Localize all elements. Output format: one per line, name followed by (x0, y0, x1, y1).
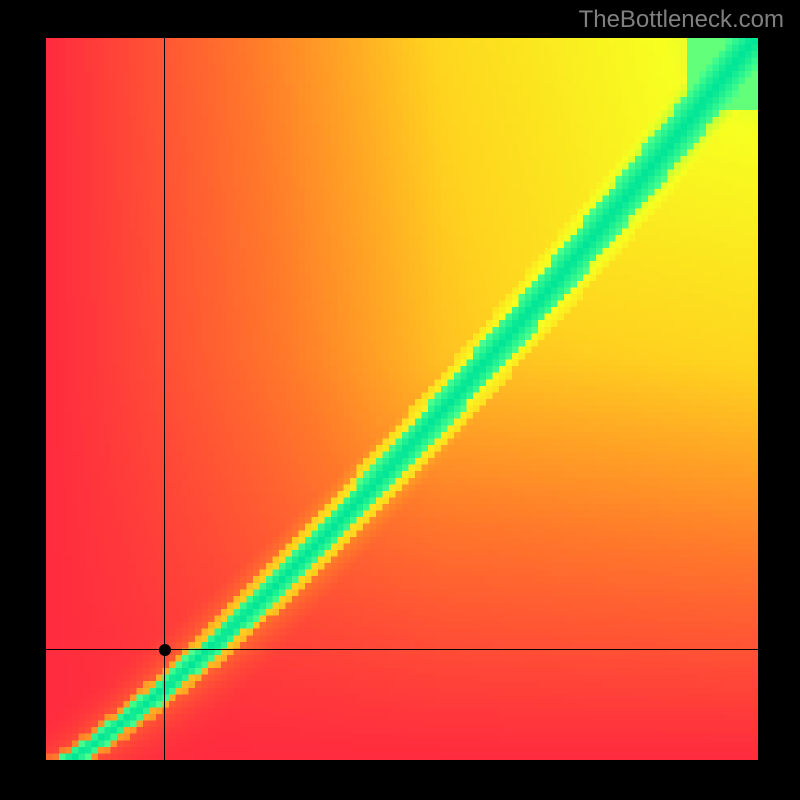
attribution-text: TheBottleneck.com (579, 6, 784, 34)
chart-container: { "attribution": { "text": "TheBottlenec… (0, 0, 800, 800)
bottleneck-heatmap (46, 38, 758, 760)
